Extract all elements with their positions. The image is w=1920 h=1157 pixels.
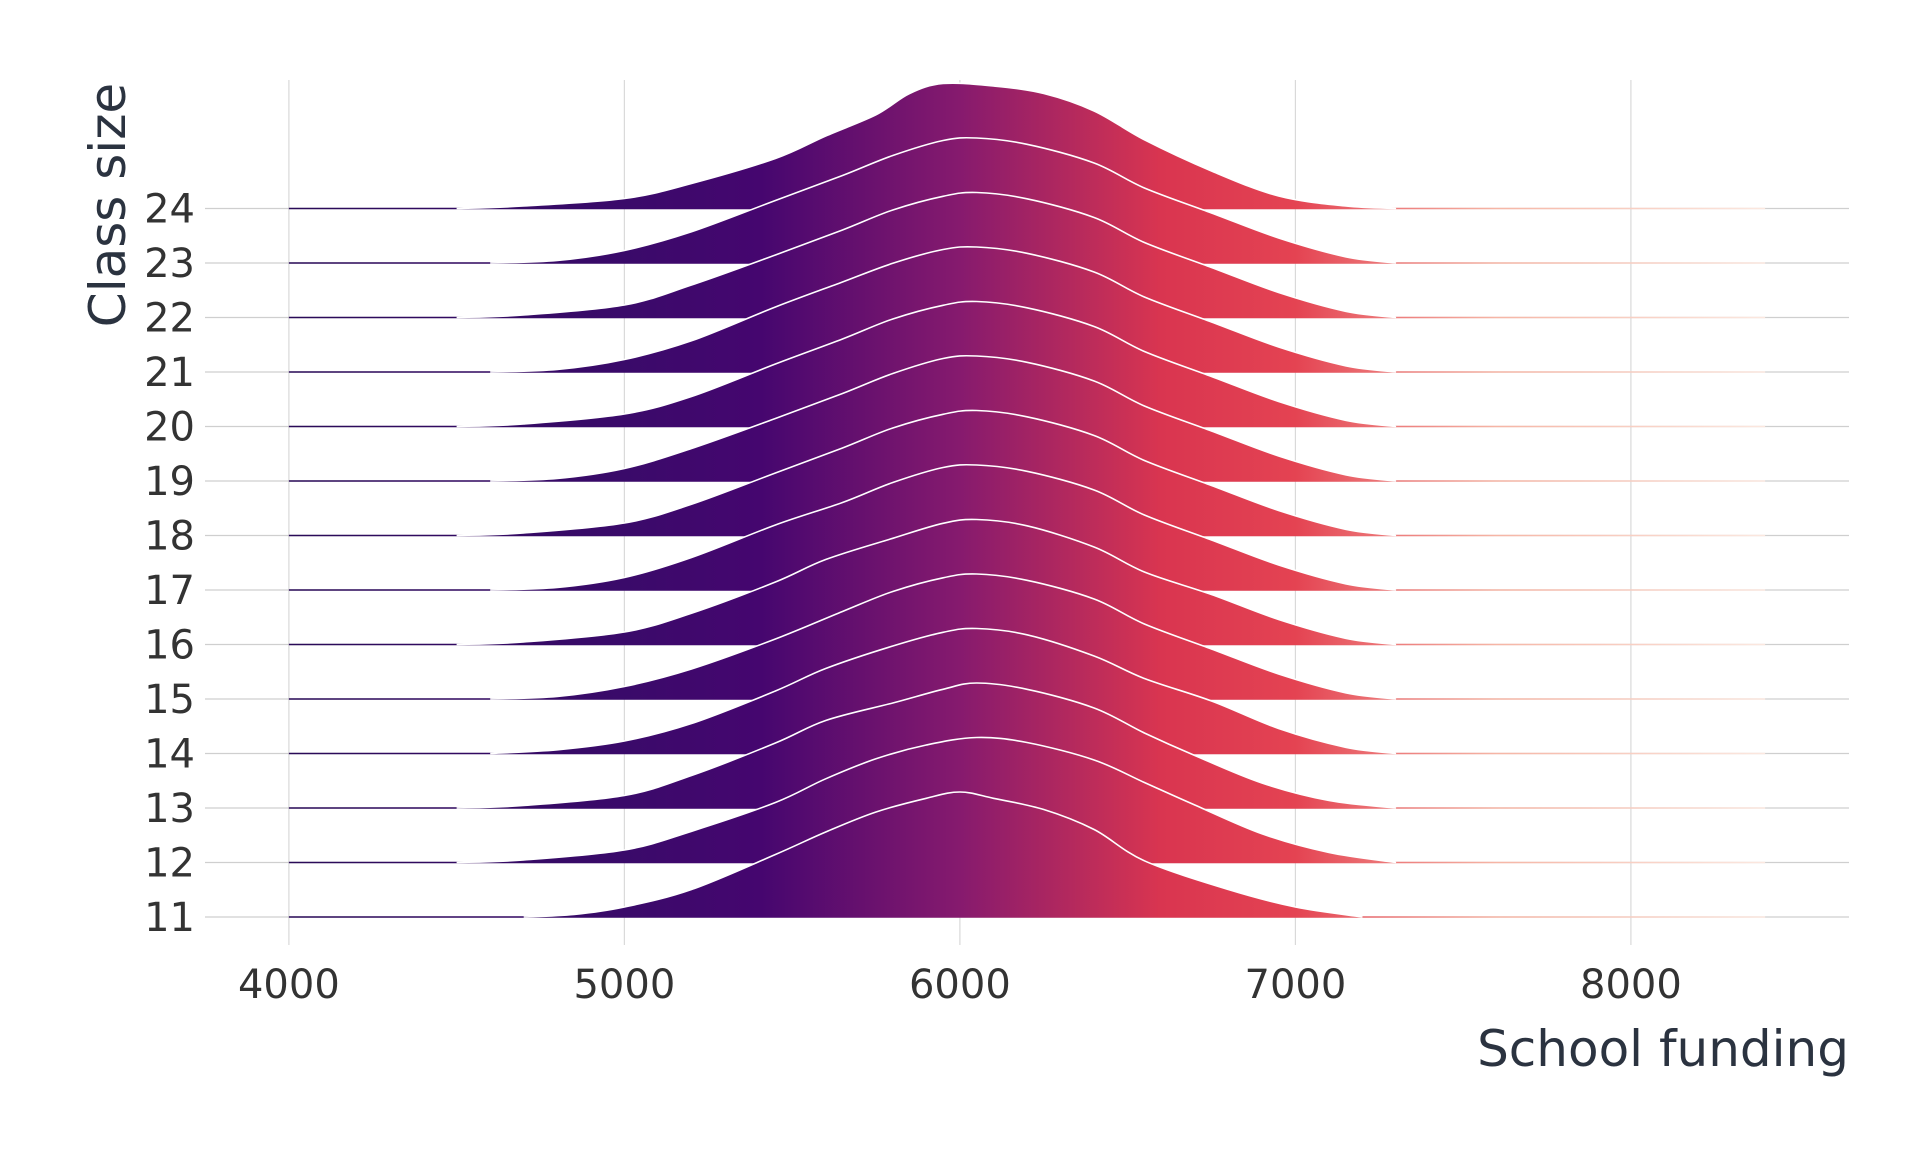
- ridge-outline-19: [490, 354, 1397, 482]
- y-tick-label-21: 21: [144, 350, 195, 396]
- y-tick-label-18: 18: [144, 514, 195, 560]
- ridge-outline-24: [456, 82, 1397, 210]
- x-tick-label-6000: 6000: [909, 962, 1011, 1008]
- ridge-outline-12: [456, 736, 1397, 864]
- ridge-outline-23: [490, 136, 1397, 264]
- y-tick-label-22: 22: [144, 296, 195, 342]
- y-tick-label-17: 17: [144, 568, 195, 614]
- y-tick-label-20: 20: [144, 405, 195, 451]
- y-tick-label-19: 19: [144, 459, 195, 505]
- ridge-outline-11: [523, 791, 1363, 918]
- ridge-outline-22: [456, 191, 1397, 319]
- y-tick-label-24: 24: [144, 187, 195, 233]
- x-tick-label-5000: 5000: [573, 962, 675, 1008]
- ridge-outline-21: [490, 245, 1397, 373]
- ridge-outline-16: [456, 518, 1397, 646]
- ridge-area-11: [523, 792, 1363, 917]
- label-layer: School funding Class size 4000 5000 6000 70…: [79, 83, 1849, 1078]
- ridge-outline-20: [456, 300, 1397, 428]
- ridge-outline-15: [490, 573, 1397, 700]
- x-axis-title: School funding: [1477, 1020, 1849, 1078]
- ridge-outline-18: [456, 409, 1397, 537]
- ridge-outline-14: [490, 627, 1397, 755]
- x-tick-label-7000: 7000: [1245, 962, 1347, 1008]
- y-tick-label-13: 13: [144, 786, 195, 832]
- y-tick-label-14: 14: [144, 732, 195, 778]
- x-tick-label-4000: 4000: [238, 962, 340, 1008]
- y-tick-label-15: 15: [144, 677, 195, 723]
- y-tick-label-11: 11: [144, 895, 195, 941]
- y-tick-label-16: 16: [144, 623, 195, 669]
- y-axis-title: Class size: [79, 83, 137, 327]
- ridge-layer: [288, 82, 1766, 918]
- y-tick-label-23: 23: [144, 241, 195, 287]
- x-tick-label-8000: 8000: [1580, 962, 1682, 1008]
- ridge-outline-17: [490, 463, 1397, 591]
- ridge-outline-13: [456, 682, 1397, 809]
- y-tick-label-12: 12: [144, 841, 195, 887]
